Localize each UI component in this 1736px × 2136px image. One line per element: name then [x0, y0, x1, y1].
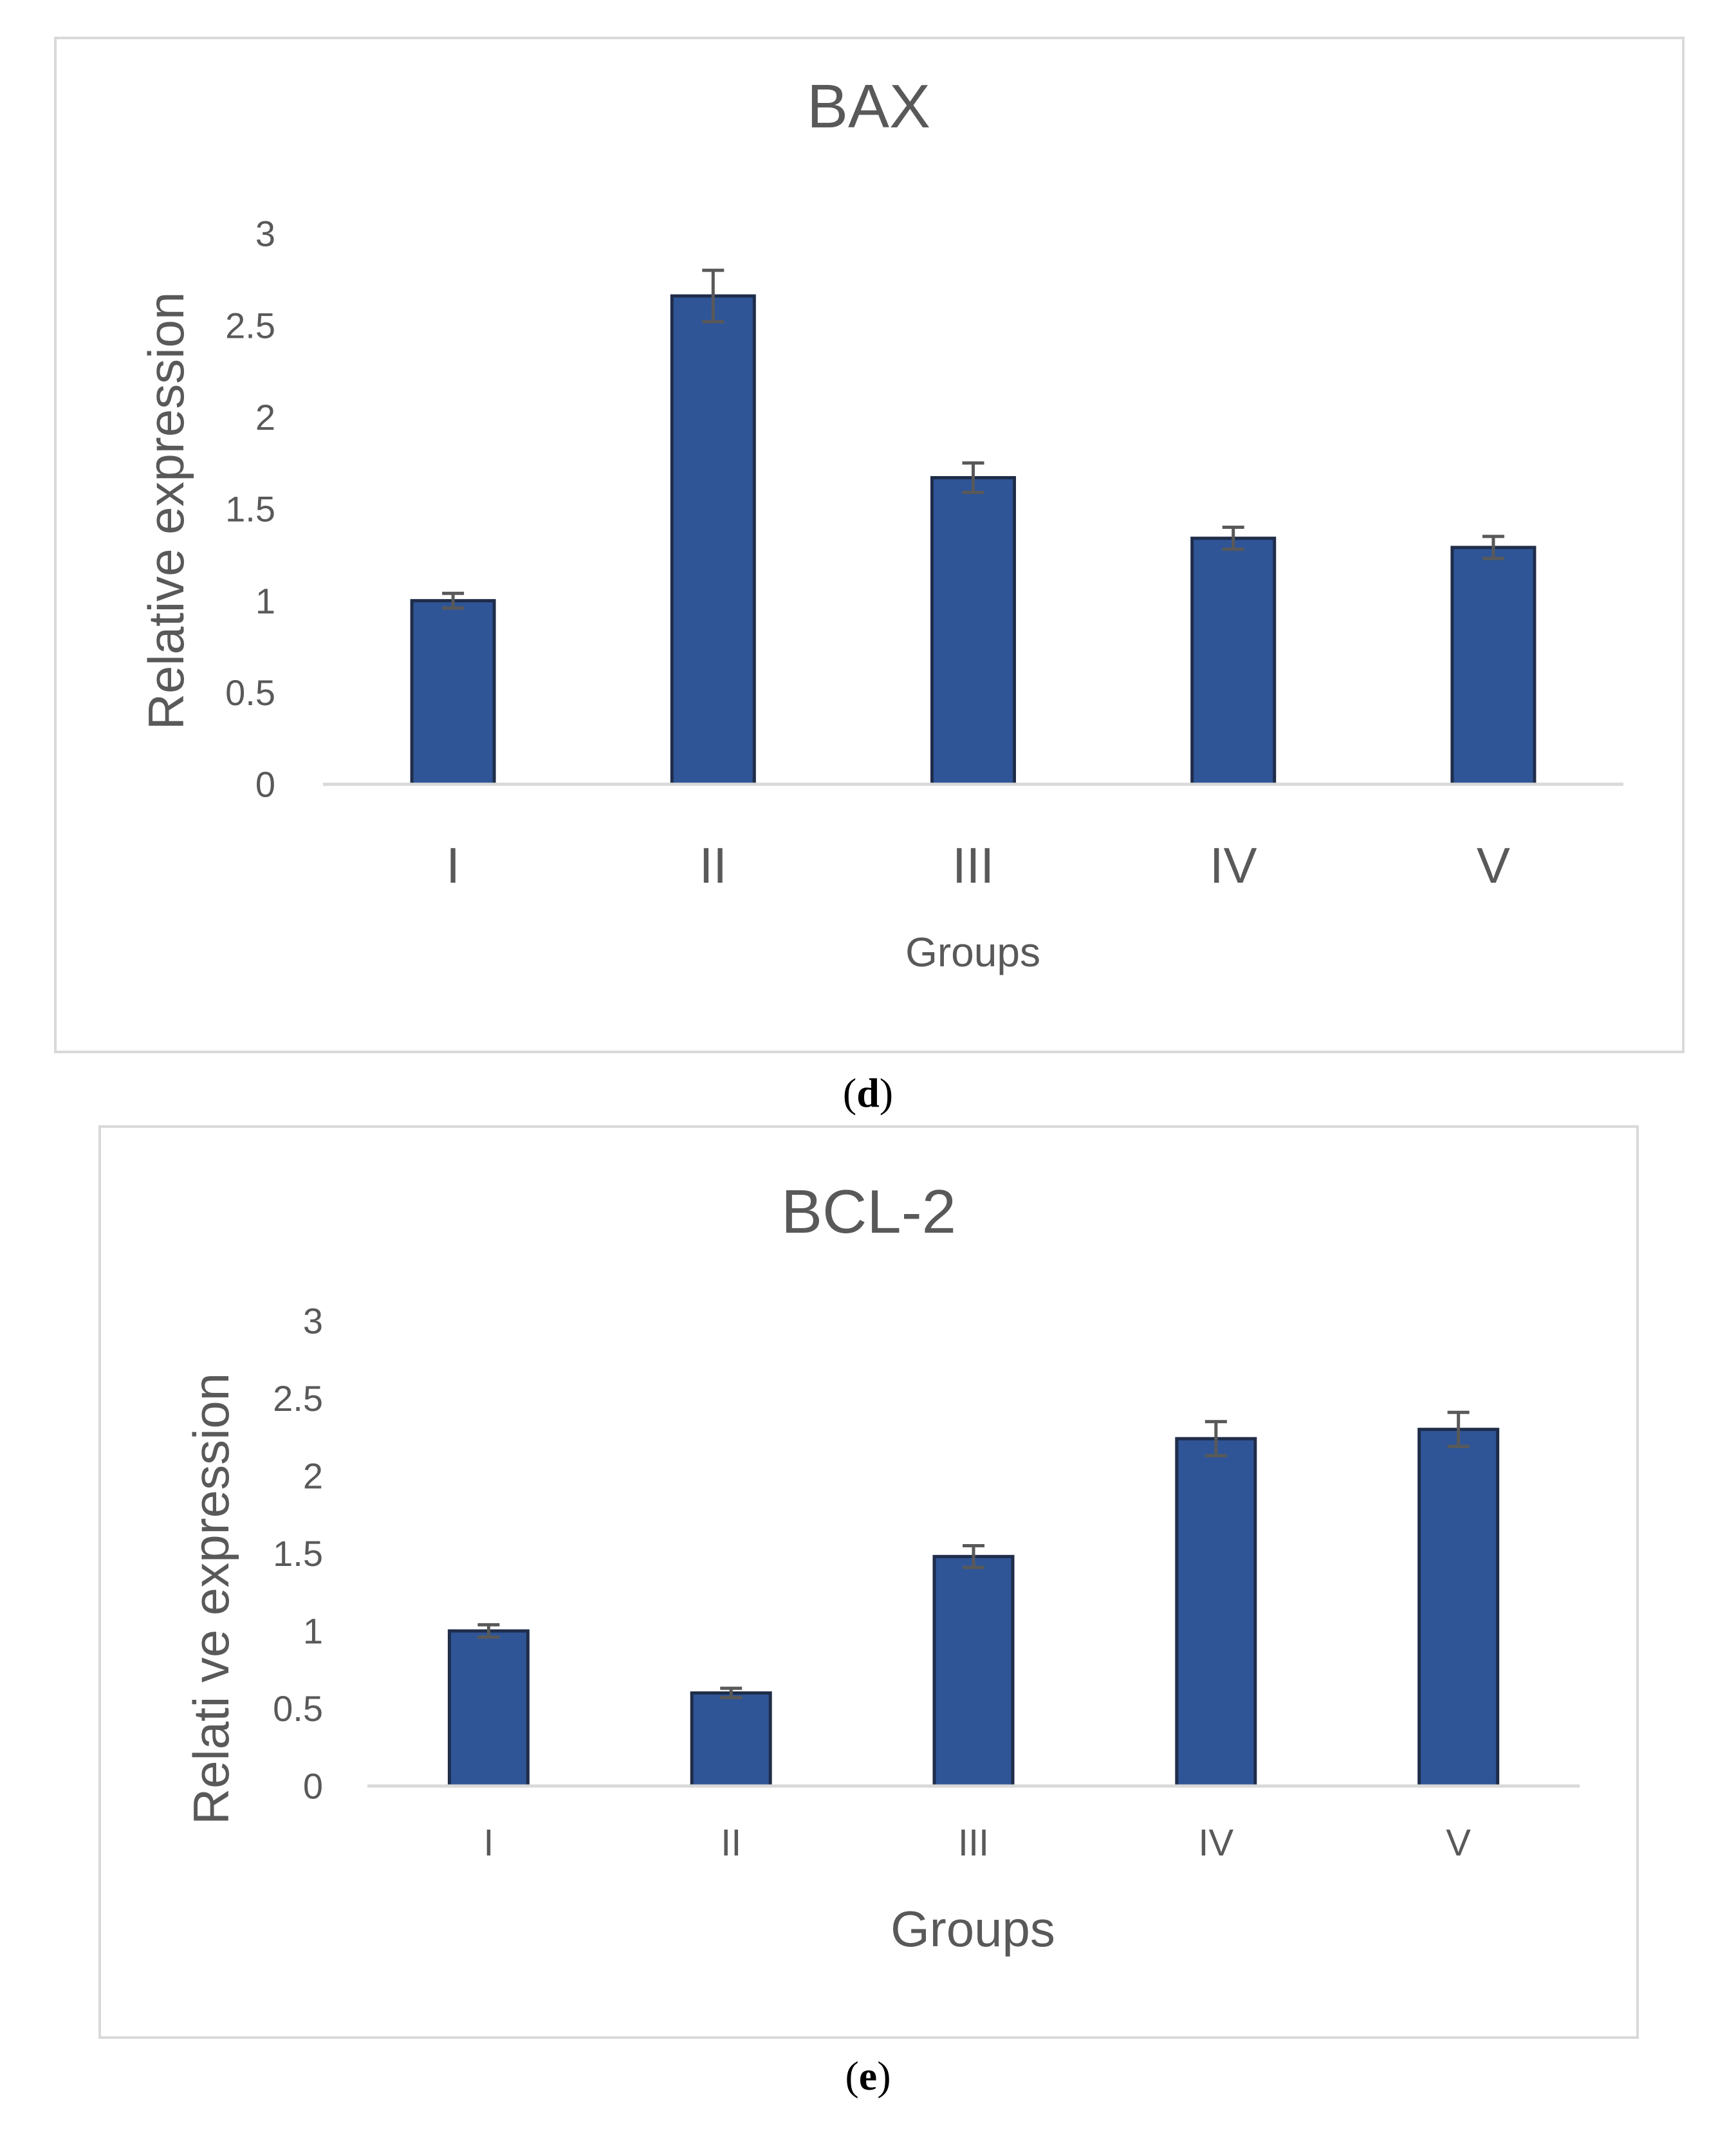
y-tick-label: 1	[255, 580, 275, 621]
error-bar	[1447, 1410, 1470, 1448]
error-bar	[702, 268, 725, 324]
error-bars	[442, 268, 1504, 610]
error-bar	[477, 1623, 500, 1639]
y-tick-label: 2.5	[273, 1378, 323, 1419]
y-tick-label: 1.5	[273, 1533, 323, 1574]
bar	[1450, 546, 1537, 786]
chart-panel-bax: BAX Relative expression Groups 0 0.5 1 1.5 2…	[54, 37, 1685, 1053]
y-tick-label: 0.5	[225, 672, 275, 713]
y-tick-label: 2	[303, 1456, 323, 1496]
x-tick-label: II	[721, 1822, 741, 1864]
error-bar	[442, 591, 465, 610]
chart-title: BAX	[807, 72, 930, 141]
x-tick-label: III	[958, 1822, 989, 1864]
bar	[932, 1554, 1015, 1788]
x-tick-label: V	[1477, 837, 1510, 894]
y-tick-label: 2	[255, 397, 275, 437]
y-tick-label: 0	[303, 1766, 323, 1807]
chart-frame	[98, 1125, 1639, 2039]
x-tick-label: IV	[1198, 1822, 1233, 1864]
chart-panel-bcl2: BCL-2 Relati ve expression Groups 0 0.5 1 1…	[98, 1125, 1639, 2039]
y-tick-label: 3	[303, 1301, 323, 1341]
bar	[410, 599, 496, 786]
bar	[1417, 1428, 1500, 1788]
x-tick-label: IV	[1210, 837, 1257, 894]
x-tick-label: I	[446, 837, 460, 894]
y-tick-label: 2.5	[225, 305, 275, 345]
error-bar	[1205, 1420, 1227, 1458]
x-tick-label: III	[952, 837, 994, 894]
y-tick-label: 0	[255, 764, 275, 805]
bars	[447, 1428, 1500, 1788]
x-tick-label: I	[483, 1822, 494, 1864]
x-tick-labels: I II III IV V	[446, 837, 1510, 894]
chart-title: BCL-2	[781, 1177, 956, 1246]
bar	[447, 1629, 530, 1788]
chart-frame	[54, 37, 1685, 1053]
error-bars	[477, 1410, 1470, 1700]
y-axis-label: Relati ve expression	[183, 1373, 239, 1825]
bar	[670, 294, 756, 786]
y-tick-labels: 0 0.5 1 1.5 2 2.5 3	[225, 214, 275, 805]
bar	[1175, 1437, 1257, 1788]
x-axis-label: Groups	[891, 1901, 1055, 1957]
bars	[410, 294, 1537, 786]
bar	[1190, 537, 1277, 786]
panel-caption-d: (d)	[843, 1070, 893, 1116]
y-tick-label: 1.5	[225, 489, 275, 529]
error-bar	[963, 1543, 984, 1569]
panel-caption-e: (e)	[845, 2053, 891, 2099]
panel-caption-d-letter: d	[856, 1070, 880, 1116]
x-tick-labels: I II III IV V	[483, 1822, 1471, 1864]
y-axis-label: Relative expression	[138, 292, 194, 730]
error-bar	[720, 1686, 743, 1700]
y-tick-label: 1	[303, 1611, 323, 1652]
y-tick-label: 0.5	[273, 1688, 323, 1729]
y-tick-labels: 0 0.5 1 1.5 2 2.5 3	[273, 1301, 323, 1807]
bar	[930, 475, 1016, 786]
y-tick-label: 3	[255, 214, 275, 254]
x-tick-label: II	[699, 837, 727, 894]
x-axis-label: Groups	[905, 929, 1040, 975]
bar	[690, 1691, 772, 1788]
panel-caption-e-letter: e	[859, 2053, 877, 2099]
error-bar	[1222, 526, 1244, 551]
error-bar	[962, 461, 984, 494]
error-bar	[1482, 535, 1504, 560]
x-tick-label: V	[1446, 1822, 1471, 1864]
